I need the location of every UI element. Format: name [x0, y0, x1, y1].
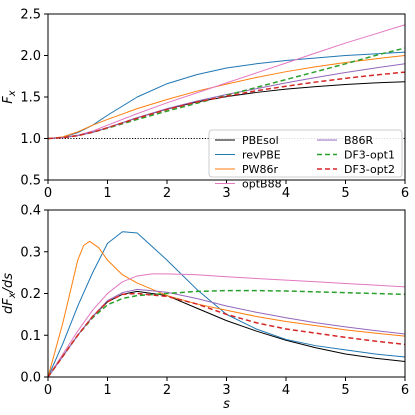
y-tick-label: 0.5 — [20, 174, 41, 189]
x-axis-label: s — [223, 397, 230, 412]
y-tick-label: 2.5 — [20, 8, 41, 23]
y-tick-label: 0.3 — [20, 245, 41, 260]
series-line-b86r — [47, 288, 406, 378]
series-line-df3-opt2 — [47, 292, 406, 378]
legend-label: PBEsol — [242, 134, 279, 147]
series-line-revpbe — [47, 51, 406, 139]
legend-label: optB88 — [242, 178, 282, 191]
x-tick-label: 1 — [103, 186, 111, 201]
x-tick-label: 1 — [103, 383, 111, 398]
series-line-df3-opt1 — [47, 289, 406, 378]
y-tick-label: 0.2 — [20, 287, 41, 302]
y-tick-label: 0.4 — [20, 204, 41, 219]
series-line-pw86r — [47, 55, 406, 139]
x-tick-label: 3 — [222, 186, 230, 201]
legend-label: DF3-opt1 — [344, 149, 395, 162]
series-line-df3-opt1 — [47, 47, 406, 140]
y-tick-label: 2.0 — [20, 49, 41, 64]
series-line-optb88 — [47, 273, 406, 378]
top-panel: 0 1 2 3 4 5 6 0.5 1.0 1.5 2.0 2.5 Fx PBEsol revPBEPW86… — [1, 8, 409, 202]
y-tick-label: 1.0 — [20, 132, 41, 147]
y-axis-label: Fx — [1, 90, 18, 103]
x-tick-label: 4 — [282, 186, 290, 201]
legend-box — [208, 129, 403, 178]
x-tick-label: 5 — [341, 383, 349, 398]
bottom-panel: 0 1 2 3 4 5 6 0.0 0.1 0.2 0.3 0.4 dFx/ds s — [1, 204, 409, 413]
series-line-df3-opt2 — [47, 71, 406, 140]
y-tick-label: 1.5 — [20, 91, 41, 106]
x-tick-label: 6 — [401, 186, 409, 201]
series-line-pbesol — [47, 290, 406, 378]
x-tick-label: 0 — [44, 383, 52, 398]
x-tick-label: 6 — [401, 383, 409, 398]
x-tick-label: 5 — [341, 186, 349, 201]
legend-label: B86R — [344, 134, 374, 147]
legend-label: PW86r — [242, 163, 279, 176]
x-tick-label: 3 — [222, 383, 230, 398]
y-tick-label: 0.1 — [20, 329, 41, 344]
y-tick-label: 0.0 — [20, 371, 41, 386]
legend-label: DF3-opt2 — [344, 163, 395, 176]
x-tick-label: 0 — [44, 186, 52, 201]
legend-label: revPBE — [242, 149, 281, 162]
x-tick-label: 2 — [163, 186, 171, 201]
x-tick-label: 2 — [163, 383, 171, 398]
series-line-pw86r — [47, 240, 406, 378]
y-axis-label: dFx/ds — [1, 273, 18, 314]
x-tick-label: 4 — [282, 383, 290, 398]
